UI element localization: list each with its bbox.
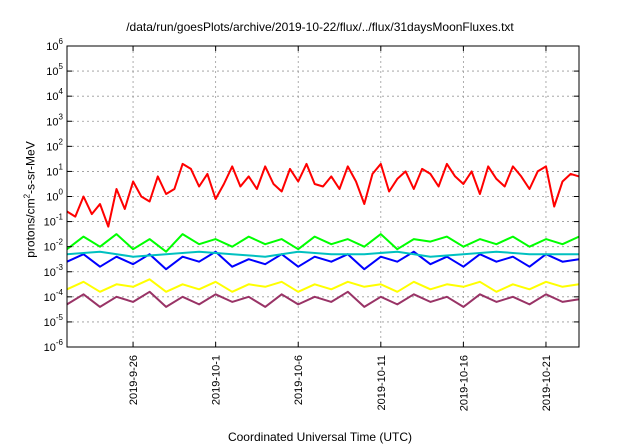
y-tick-exponent: 5 <box>59 62 64 71</box>
y-tick-exponent: -1 <box>56 213 64 222</box>
y-tick-exponent: 1 <box>59 162 64 171</box>
y-tick-exponent: -4 <box>56 288 64 297</box>
y-tick-label: 106 <box>46 37 63 53</box>
y-tick-exponent: -3 <box>56 263 64 272</box>
y-tick-exponent: 6 <box>59 37 64 46</box>
x-tick-label: 2019-10-16 <box>458 355 470 411</box>
y-tick-label: 104 <box>46 87 63 103</box>
x-tick-label: 2019-10-21 <box>541 355 553 411</box>
y-tick-exponent: -6 <box>56 338 64 347</box>
y-tick-exponent: -2 <box>56 238 64 247</box>
y-tick-label: 10-5 <box>44 313 64 329</box>
x-axis-label: Coordinated Universal Time (UTC) <box>227 430 413 444</box>
y-tick-label: 10-4 <box>44 288 64 304</box>
y-tick-base: 10 <box>46 66 58 78</box>
y-tick-base: 10 <box>46 166 58 178</box>
x-tick-label: 2019-10-1 <box>211 355 223 405</box>
y-tick-base: 10 <box>46 192 58 204</box>
y-tick-exponent: 2 <box>59 137 64 146</box>
y-axis-label: protons/cm2-s-sr-MeV <box>22 141 38 258</box>
y-tick-exponent: 3 <box>59 112 64 121</box>
y-tick-exponent: -5 <box>56 313 64 322</box>
series-line <box>66 162 580 228</box>
y-tick-label: 10-6 <box>44 338 64 354</box>
y-tick-base: 10 <box>46 116 58 128</box>
y-tick-base: 10 <box>44 217 56 229</box>
y-tick-label: 105 <box>46 62 63 78</box>
y-tick-label: 10-3 <box>44 263 64 279</box>
chart-title: /data/run/goesPlots/archive/2019-10-22/f… <box>126 20 514 34</box>
x-tick-label: 2019-9-26 <box>128 355 140 405</box>
series-line <box>66 290 580 308</box>
y-tick-base: 10 <box>44 342 56 354</box>
y-tick-base: 10 <box>46 141 58 153</box>
y-tick-base: 10 <box>44 317 56 329</box>
x-tick-label: 2019-10-11 <box>376 355 388 410</box>
y-tick-base: 10 <box>46 91 58 103</box>
y-tick-base: 10 <box>44 292 56 304</box>
y-tick-base: 10 <box>44 267 56 279</box>
y-tick-exponent: 0 <box>59 188 64 197</box>
series-line <box>66 233 580 253</box>
series-line <box>66 278 580 293</box>
y-tick-label: 10-1 <box>44 213 64 229</box>
y-tick-label: 10-2 <box>44 238 64 254</box>
y-tick-base: 10 <box>46 41 58 53</box>
series-line <box>66 250 579 258</box>
series-line <box>66 250 580 271</box>
y-tick-label: 102 <box>46 137 63 153</box>
y-tick-label: 100 <box>46 188 63 204</box>
x-tick-label: 2019-10-6 <box>293 355 305 405</box>
y-tick-exponent: 4 <box>59 87 64 96</box>
y-tick-base: 10 <box>44 242 56 254</box>
y-tick-label: 103 <box>46 112 63 128</box>
y-tick-label: 101 <box>46 162 63 178</box>
